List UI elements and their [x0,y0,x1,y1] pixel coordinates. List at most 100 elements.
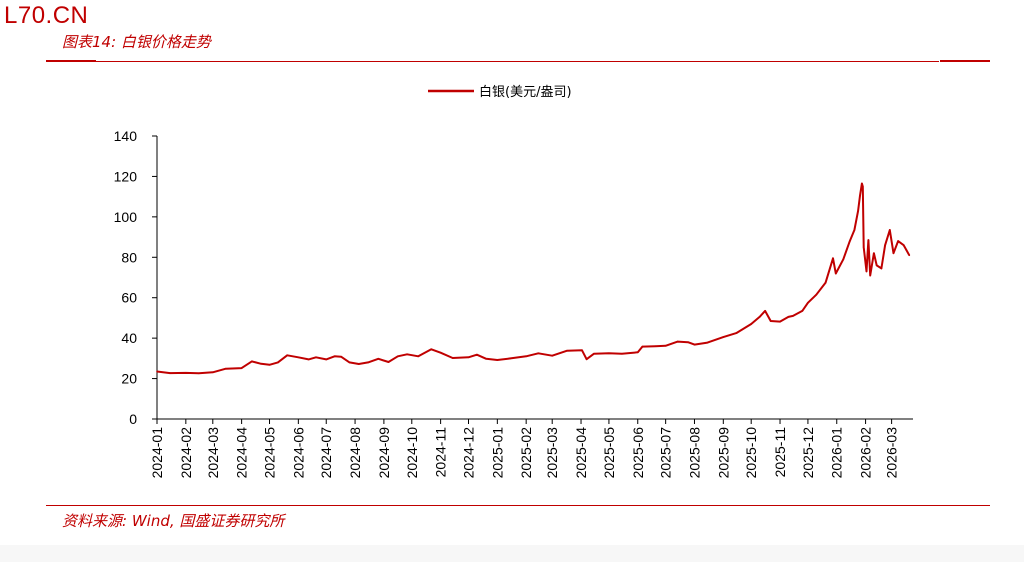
data-point [861,182,863,185]
y-tick-label: 20 [121,371,137,387]
data-point [835,272,837,275]
data-point [286,354,289,357]
data-point [764,310,766,312]
data-point [884,244,886,246]
chart-legend: 白银(美元/盎司) [428,84,572,100]
data-point [451,357,454,359]
data-point [880,267,883,270]
data-point [862,246,865,248]
y-tick-label: 140 [114,128,138,144]
data-point [908,254,911,257]
data-point [779,320,781,323]
data-point [889,229,891,231]
figure-title: 图表14: 白银价格走势 [62,33,211,51]
data-point [315,356,317,359]
x-tick-label: 2024-07 [318,427,334,479]
data-point [608,352,610,355]
data-point [225,367,227,370]
data-point [862,185,864,188]
y-tick-label: 80 [121,249,137,265]
title-rule-right [940,60,990,62]
data-point [853,229,856,231]
y-tick-label: 100 [114,209,138,225]
x-tick-label: 2024-05 [262,427,278,479]
plot-area [156,182,911,375]
data-point [859,194,861,197]
data-point [722,336,725,338]
data-point [156,370,158,373]
data-point [496,359,499,361]
data-point [260,363,262,365]
data-point [581,349,583,352]
footer-band [0,545,1024,562]
data-point [268,364,271,366]
data-point [807,302,809,304]
data-point [824,281,827,284]
data-point [902,244,905,246]
data-point [397,355,399,358]
x-tick-label: 2024-10 [404,427,420,479]
data-point [641,345,644,348]
x-tick-label: 2025-02 [518,427,534,479]
x-tick-label: 2024-12 [461,427,477,479]
x-tick-label: 2025-11 [772,427,788,478]
data-point [637,351,639,354]
x-tick-label: 2025-03 [544,427,560,479]
data-point [430,348,433,351]
data-point [417,355,420,358]
data-point [801,310,804,312]
data-point [787,316,790,318]
data-point [348,361,351,364]
data-point [340,355,342,358]
data-point [476,353,478,356]
x-tick-label: 2025-04 [573,427,589,479]
x-tick-label: 2025-01 [489,427,505,479]
x-tick-label: 2025-12 [800,427,816,479]
x-tick-label: 2024-03 [205,427,221,479]
data-point [897,240,899,242]
data-point [621,352,623,355]
data-point [769,320,772,322]
x-tick-label: 2024-04 [234,427,250,479]
data-point [687,341,689,344]
data-point [377,358,380,360]
title-rule [96,61,939,62]
title-rule-left [46,60,96,62]
x-tick-label: 2025-07 [658,427,674,479]
x-tick-label: 2026-02 [858,427,874,479]
data-point [869,274,871,277]
data-point [251,360,253,363]
data-point [439,351,442,354]
series-line-silver [156,182,911,375]
data-point [664,345,667,347]
x-tick-label: 2024-08 [347,427,363,479]
data-point [333,355,336,358]
data-point [509,357,512,360]
data-point [706,341,709,344]
data-point [873,252,875,254]
y-axis: 0 20 40 60 80 100 120 140 [114,128,158,427]
data-point [467,356,470,359]
data-point [212,371,214,374]
data-point [842,258,845,261]
data-point [566,349,568,352]
data-point [297,356,300,359]
data-point [198,372,200,375]
data-point [875,264,878,267]
source-note: 资料来源: Wind, 国盛证券研究所 [62,512,285,530]
x-tick-label: 2024-09 [376,427,392,479]
data-point [867,239,870,241]
x-tick-label: 2025-05 [601,427,617,479]
data-point [758,316,761,318]
x-tick-label: 2024-06 [290,427,306,479]
data-point [325,358,328,361]
data-point [537,352,540,355]
data-point [892,252,895,254]
data-point [387,361,390,363]
data-point [277,361,279,364]
x-tick-label: 2024-01 [149,427,165,479]
data-point [750,323,752,325]
x-tick-label: 2026-01 [829,427,845,479]
x-tick-label: 2025-09 [715,427,731,479]
